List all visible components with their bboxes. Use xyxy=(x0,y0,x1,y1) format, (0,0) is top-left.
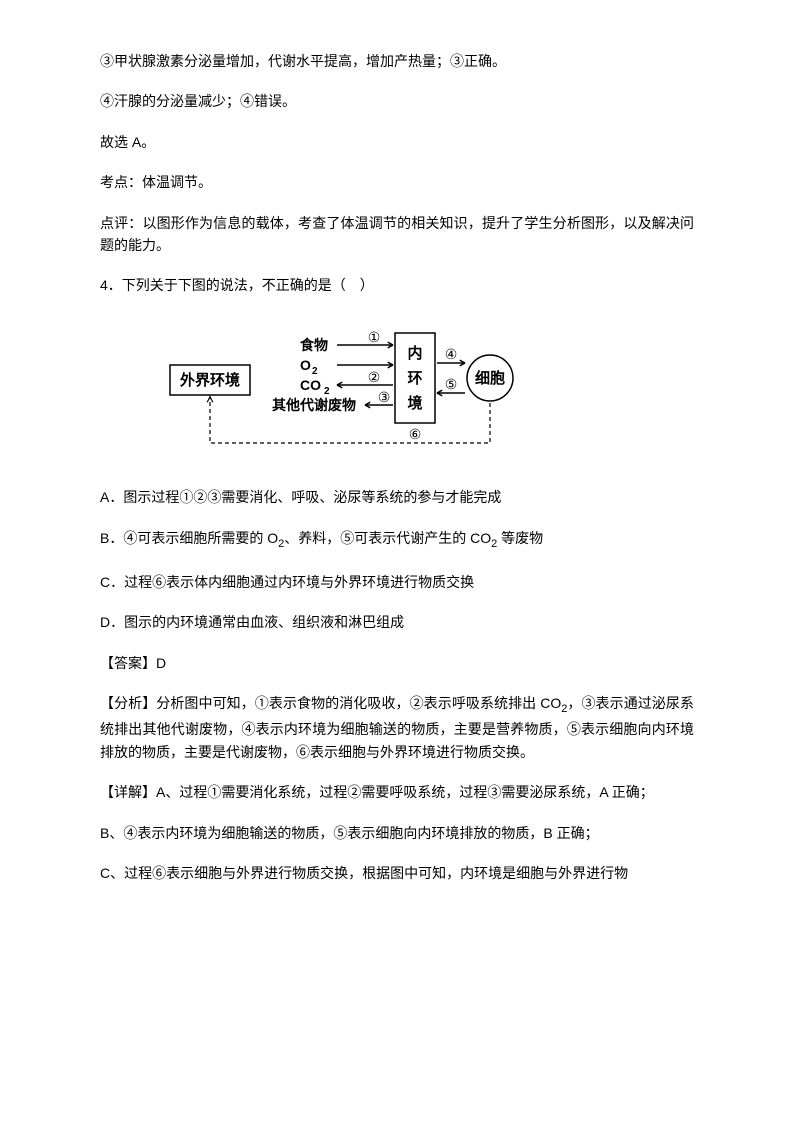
analysis: 【分析】分析图中可知，①表示食物的消化吸收，②表示呼吸系统排出 CO2，③表示通… xyxy=(100,692,694,763)
paragraph-4-wrong: ④汗腺的分泌量减少；④错误。 xyxy=(100,90,694,112)
option-b-mid: 、养料，⑤可表示代谢产生的 CO xyxy=(284,530,491,546)
svg-text:2: 2 xyxy=(324,386,330,397)
svg-text:⑤: ⑤ xyxy=(445,376,458,392)
option-b-pre: B．④可表示细胞所需要的 O xyxy=(100,530,278,546)
svg-text:①: ① xyxy=(368,329,381,345)
svg-text:其他代谢废物: 其他代谢废物 xyxy=(272,397,356,413)
paragraph-comment: 点评：以图形作为信息的载体，考查了体温调节的相关知识，提升了学生分析图形，以及解… xyxy=(100,212,694,257)
svg-text:环: 环 xyxy=(407,370,422,387)
svg-text:细胞: 细胞 xyxy=(475,369,505,387)
detail-b: B、④表示内环境为细胞输送的物质，⑤表示细胞向内环境排放的物质，B 正确； xyxy=(100,822,694,844)
svg-text:食物: 食物 xyxy=(300,337,328,353)
svg-text:CO: CO xyxy=(300,377,321,393)
svg-text:④: ④ xyxy=(445,346,458,362)
svg-text:②: ② xyxy=(368,369,381,385)
answer: 【答案】D xyxy=(100,652,694,674)
svg-text:③: ③ xyxy=(378,389,391,405)
paragraph-topic: 考点：体温调节。 xyxy=(100,171,694,193)
svg-text:⑥: ⑥ xyxy=(409,426,422,442)
detail-c: C、过程⑥表示细胞与外界进行物质交换，根据图中可知，内环境是细胞与外界进行物 xyxy=(100,862,694,884)
paragraph-3-correct: ③甲状腺激素分泌量增加，代谢水平提高，增加产热量；③正确。 xyxy=(100,50,694,72)
paragraph-choose-a: 故选 A。 xyxy=(100,131,694,153)
svg-text:内: 内 xyxy=(407,344,422,362)
option-d: D．图示的内环境通常由血液、组织液和淋巴组成 xyxy=(100,611,694,633)
svg-text:O: O xyxy=(300,357,311,373)
option-b-post: 等废物 xyxy=(497,530,543,546)
option-c: C．过程⑥表示体内细胞通过内环境与外界环境进行物质交换 xyxy=(100,571,694,593)
option-a: A．图示过程①②③需要消化、呼吸、泌尿等系统的参与才能完成 xyxy=(100,486,694,508)
analysis-pre: 【分析】分析图中可知，①表示食物的消化吸收，②表示呼吸系统排出 CO xyxy=(100,695,561,711)
option-b: B．④可表示细胞所需要的 O2、养料，⑤可表示代谢产生的 CO2 等废物 xyxy=(100,527,694,553)
svg-text:境: 境 xyxy=(407,394,422,412)
svg-text:外界环境: 外界环境 xyxy=(179,371,240,389)
detail-a: 【详解】A、过程①需要消化系统，过程②需要呼吸系统，过程③需要泌尿系统，A 正确… xyxy=(100,781,694,803)
diagram-internal-environment: 外界环境内环境细胞食物①O2CO2②其他代谢废物③④⑤⑥ xyxy=(160,315,694,461)
svg-text:2: 2 xyxy=(312,366,318,377)
question-4: 4．下列关于下图的说法，不正确的是（ ） xyxy=(100,274,694,296)
